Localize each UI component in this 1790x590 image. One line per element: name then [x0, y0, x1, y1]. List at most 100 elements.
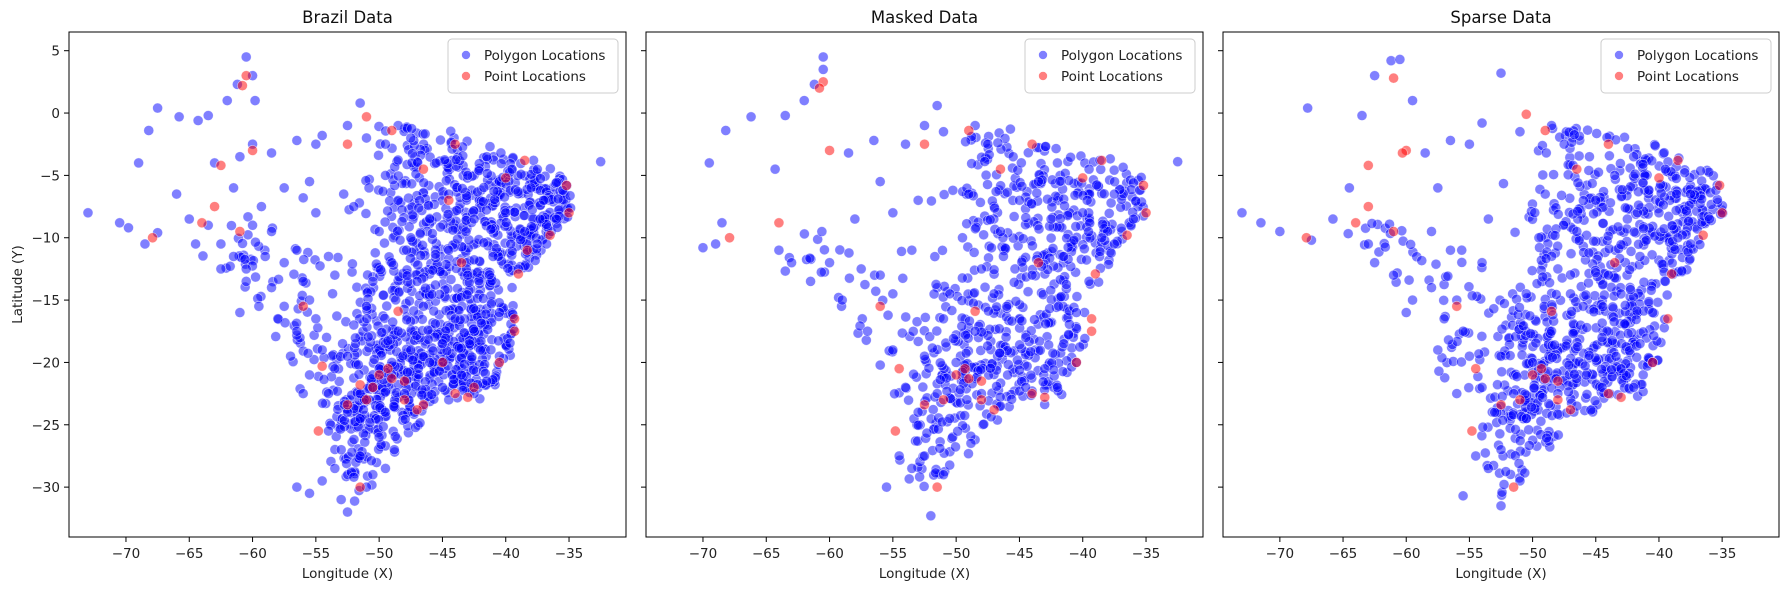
polygon-location-point — [327, 288, 338, 300]
polygon-location-point — [1033, 223, 1045, 235]
point-location-point — [449, 138, 461, 150]
polygon-location-point — [1604, 150, 1615, 162]
polygon-location-point — [1540, 253, 1552, 264]
polygon-location-point — [408, 305, 420, 317]
polygon-location-point — [995, 226, 1006, 237]
polygon-location-point — [1047, 347, 1059, 359]
polygon-location-point — [506, 282, 518, 293]
polygon-location-point — [870, 285, 882, 297]
polygon-location-point — [903, 394, 914, 406]
polygon-location-point — [843, 147, 854, 159]
polygon-location-point — [979, 281, 991, 293]
x-axis-label: Longitude (X) — [879, 566, 970, 582]
polygon-location-point — [917, 381, 929, 393]
point-location-point — [1138, 180, 1149, 191]
polygon-location-point — [1094, 246, 1106, 257]
polygon-location-point — [373, 431, 385, 443]
polygon-location-point — [377, 289, 389, 301]
point-location-point — [1552, 375, 1564, 387]
polygon-location-point — [903, 473, 915, 485]
polygon-location-point — [1633, 199, 1644, 211]
legend-box — [447, 38, 619, 94]
polygon-location-point — [1048, 364, 1059, 376]
polygon-location-point — [329, 363, 341, 374]
polygon-location-point — [1473, 348, 1485, 360]
polygon-location-point — [373, 150, 384, 161]
polygon-location-point — [1573, 235, 1585, 246]
polygon-location-point — [805, 276, 816, 287]
polygon-location-point — [919, 120, 930, 131]
polygon-location-point — [407, 148, 418, 159]
legend-marker — [461, 71, 471, 81]
polygon-location-point — [1514, 475, 1526, 487]
polygon-location-point — [367, 276, 379, 287]
point-location-point — [1388, 226, 1399, 237]
polygon-location-point — [1344, 182, 1355, 194]
polygon-location-point — [1009, 263, 1021, 275]
polygon-location-point — [1548, 169, 1559, 180]
polygon-location-point — [529, 255, 541, 266]
polygon-location-point — [445, 125, 457, 137]
polygon-location-point — [1463, 281, 1475, 293]
polygon-location-point — [323, 388, 334, 399]
polygon-location-point — [475, 344, 486, 356]
polygon-location-point — [918, 481, 930, 492]
polygon-location-point — [944, 459, 955, 471]
polygon-location-point — [881, 481, 892, 493]
polygon-location-point — [351, 281, 363, 293]
polygon-location-point — [1062, 242, 1074, 253]
polygon-location-point — [435, 134, 446, 146]
polygon-location-point — [862, 325, 873, 337]
polygon-location-point — [297, 388, 309, 399]
polygon-location-point — [1044, 303, 1055, 314]
polygon-location-point — [1064, 318, 1075, 330]
polygon-location-point — [495, 147, 507, 159]
polygon-location-point — [1681, 205, 1692, 217]
polygon-location-point — [1608, 316, 1620, 328]
polygon-location-point — [215, 238, 227, 250]
point-location-point — [468, 382, 480, 393]
polygon-location-point — [1500, 466, 1512, 477]
polygon-location-point — [1615, 158, 1626, 169]
legend-box — [1600, 38, 1772, 94]
polygon-location-point — [874, 269, 886, 281]
chart-title: Sparse Data — [1450, 8, 1551, 27]
polygon-location-point — [1407, 294, 1418, 306]
point-location-point — [418, 163, 429, 175]
polygon-location-point — [1050, 143, 1062, 154]
plot-frame — [1222, 31, 1780, 538]
polygon-location-point — [938, 313, 949, 325]
y-tick-label: −25 — [32, 418, 61, 434]
polygon-location-point — [1599, 289, 1610, 301]
polygon-location-point — [1563, 359, 1575, 371]
polygon-location-point — [976, 263, 987, 275]
polygon-location-point — [249, 95, 261, 106]
polygon-location-point — [1443, 334, 1454, 346]
polygon-location-point — [855, 263, 867, 275]
polygon-location-point — [551, 177, 562, 188]
polygon-location-point — [1659, 163, 1671, 175]
polygon-location-point — [1025, 369, 1037, 381]
point-location-point — [1039, 392, 1051, 403]
polygon-location-point — [476, 317, 487, 329]
polygon-location-point — [1059, 200, 1070, 212]
chart-panel-3: Sparse Data −70 −65 −60 −55 −50 −45 −40 −35 Longi… — [1218, 8, 1780, 582]
polygon-location-point — [1403, 274, 1415, 286]
polygon-location-point — [1497, 415, 1509, 426]
polygon-location-point — [423, 200, 434, 211]
polygon-location-point — [302, 348, 314, 359]
polygon-location-point — [969, 287, 980, 299]
polygon-location-point — [392, 225, 403, 237]
polygon-location-point — [1369, 70, 1380, 81]
polygon-location-point — [1419, 147, 1431, 159]
polygon-location-point — [1638, 223, 1649, 234]
polygon-location-point — [959, 410, 970, 421]
point-location-point — [1301, 232, 1312, 244]
point-location-point — [988, 404, 1000, 416]
point-location-point — [1539, 373, 1551, 384]
polygon-location-point — [994, 347, 1005, 359]
polygon-location-point — [900, 138, 911, 150]
polygon-location-point — [1610, 351, 1622, 362]
polygon-location-point — [481, 375, 493, 387]
polygon-location-point — [392, 195, 404, 206]
